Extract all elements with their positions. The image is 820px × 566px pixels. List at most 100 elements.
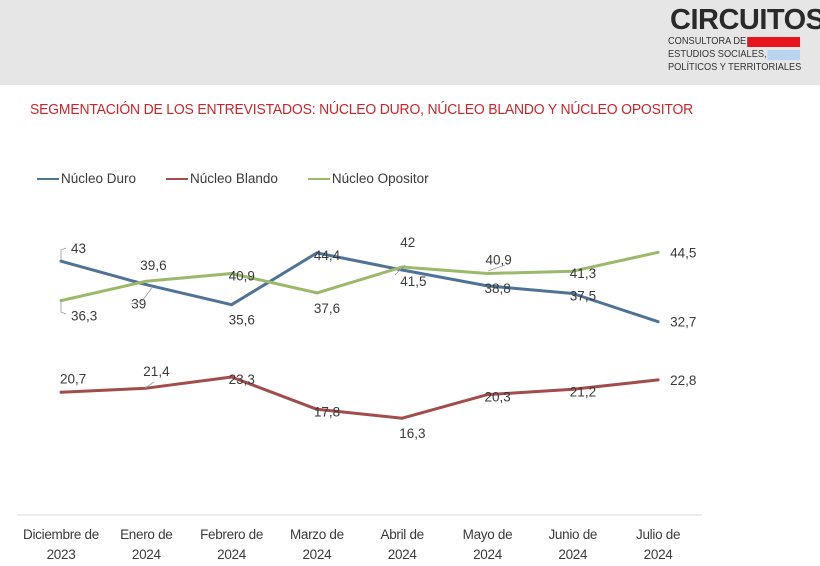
series-line-nucleo-opositor	[60, 250, 659, 303]
legend-swatch-nucleo-opositor	[307, 177, 330, 180]
logo-line-3: POLÍTICOS Y TERRITORIALES	[668, 61, 802, 74]
legend-item-nucleo-duro: Núcleo Duro	[37, 171, 136, 186]
legend-label-nucleo-opositor: Núcleo Opositor	[331, 171, 429, 186]
label-leader-line	[144, 381, 155, 389]
label-leader-line	[60, 300, 67, 315]
data-label-nucleo-opositor: 39,6	[140, 258, 166, 273]
logo-line-1: CONSULTORA DE	[668, 35, 800, 48]
x-tick-label-month: Enero de	[120, 527, 173, 542]
header-band	[0, 0, 820, 85]
logo-title: CIRCUITOS	[670, 4, 820, 36]
data-point-nucleo-duro	[144, 283, 148, 287]
x-tick-label: Abril de 2024	[347, 525, 457, 565]
x-tick-label-year: 2024	[643, 547, 673, 562]
x-tick-label: Febrero de 2024	[177, 525, 287, 565]
data-point-nucleo-blando	[315, 407, 319, 411]
logo-line-3-text: POLÍTICOS Y TERRITORIALES	[668, 61, 802, 73]
data-point-nucleo-blando	[486, 393, 489, 397]
label-leader-line	[487, 264, 506, 272]
data-point-nucleo-duro	[59, 259, 63, 263]
legend-label-nucleo-duro: Núcleo Duro	[61, 171, 137, 186]
data-point-nucleo-blando	[400, 416, 404, 420]
logo-bar-red	[747, 36, 800, 47]
data-point-nucleo-opositor	[400, 265, 404, 269]
logo-line-1-text: CONSULTORA DE	[668, 35, 747, 47]
legend-label-nucleo-blando: Núcleo Blando	[190, 171, 278, 186]
data-point-nucleo-duro	[400, 268, 404, 272]
x-tick-label: Junio de 2024	[518, 525, 628, 565]
data-point-nucleo-opositor	[315, 291, 319, 295]
legend-item-nucleo-blando: Núcleo Blando	[166, 171, 278, 186]
circuitos-logo: CIRCUITOS CONSULTORA DE ESTUDIOS SOCIALE…	[668, 4, 820, 74]
series-layer	[59, 250, 660, 420]
x-tick-label-year: 2024	[387, 547, 417, 562]
data-point-nucleo-duro	[230, 303, 234, 307]
data-label-nucleo-opositor: 40,9	[229, 269, 255, 284]
data-label-nucleo-opositor: 40,9	[486, 253, 512, 268]
data-label-nucleo-opositor: 41,3	[570, 266, 596, 281]
data-point-nucleo-opositor	[571, 269, 575, 273]
data-point-nucleo-duro	[571, 292, 575, 295]
x-tick-label-year: 2023	[46, 547, 76, 562]
legend-swatch-nucleo-blando	[166, 177, 189, 180]
logo-line-2-text: ESTUDIOS SOCIALES,	[668, 48, 767, 60]
logo-bar-blue	[767, 49, 800, 60]
x-tick-label-month: Febrero de	[200, 527, 264, 542]
data-label-nucleo-duro: 43	[71, 241, 86, 256]
legend-item-nucleo-opositor: Núcleo Opositor	[307, 171, 429, 186]
x-tick-label-year: 2024	[302, 547, 332, 562]
data-point-nucleo-duro	[486, 284, 489, 288]
logo-line-2: ESTUDIOS SOCIALES,	[668, 48, 800, 61]
data-label-nucleo-blando: 17,8	[314, 404, 340, 419]
series-line-nucleo-blando	[60, 375, 659, 420]
data-point-nucleo-opositor	[656, 250, 660, 254]
data-label-nucleo-blando: 21,4	[143, 364, 170, 379]
legend-swatch-nucleo-duro	[37, 177, 59, 180]
x-tick-label-year: 2024	[131, 547, 161, 562]
x-tick-label: Mayo de 2024	[433, 525, 543, 565]
x-tick-label: Julio de 2024	[603, 525, 713, 565]
data-point-nucleo-blando	[656, 378, 660, 382]
data-point-nucleo-duro	[315, 251, 319, 255]
x-tick-label-month: Abril de	[380, 527, 425, 542]
x-tick-label-year: 2024	[558, 547, 588, 562]
data-point-nucleo-blando	[571, 387, 575, 391]
data-label-nucleo-duro: 41,5	[400, 274, 426, 289]
data-label-nucleo-opositor: 42	[400, 235, 415, 250]
data-label-nucleo-blando: 21,2	[570, 384, 596, 399]
x-tick-label-month: Mayo de	[462, 527, 513, 542]
data-label-nucleo-blando: 22,8	[670, 373, 696, 388]
data-label-nucleo-duro: 35,6	[229, 313, 255, 328]
x-tick-label-month: Julio de	[636, 527, 681, 542]
data-label-nucleo-duro: 37,5	[570, 289, 596, 304]
chart-title: SEGMENTACIÓN DE LOS ENTREVISTADOS: NÚCLE…	[30, 101, 694, 118]
data-point-nucleo-opositor	[230, 272, 234, 276]
data-point-nucleo-opositor	[486, 272, 489, 276]
data-label-nucleo-duro: 38,8	[485, 281, 511, 296]
data-label-nucleo-blando: 16,3	[399, 426, 425, 441]
data-label-nucleo-opositor: 44,5	[670, 245, 696, 260]
x-tick-label-year: 2024	[473, 547, 502, 562]
chart-legend: Núcleo Duro Núcleo Blando Núcleo Oposito…	[37, 171, 429, 186]
x-tick-label-month: Junio de	[548, 527, 598, 542]
data-label-nucleo-duro: 44,4	[314, 248, 341, 263]
x-tick-label: Diciembre de 2023	[6, 525, 116, 565]
data-label-nucleo-blando: 23,3	[229, 372, 255, 387]
data-point-nucleo-blando	[59, 390, 63, 394]
label-leader-line	[394, 264, 406, 276]
data-point-nucleo-blando	[230, 375, 234, 379]
x-tick-label: Enero de 2024	[91, 525, 201, 565]
x-tick-label-month: Marzo de	[289, 527, 344, 542]
data-label-nucleo-blando: 20,7	[60, 371, 86, 386]
data-point-nucleo-duro	[656, 320, 660, 324]
label-leader-line	[60, 247, 67, 260]
data-label-nucleo-opositor: 36,3	[71, 309, 97, 324]
data-label-nucleo-duro: 32,7	[670, 315, 696, 330]
label-leader-line	[130, 287, 153, 305]
x-tick-label-month: Diciembre de	[23, 527, 99, 542]
series-line-nucleo-duro	[60, 251, 659, 324]
x-tick-label: Marzo de 2024	[262, 525, 372, 565]
x-tick-label-year: 2024	[217, 547, 247, 562]
